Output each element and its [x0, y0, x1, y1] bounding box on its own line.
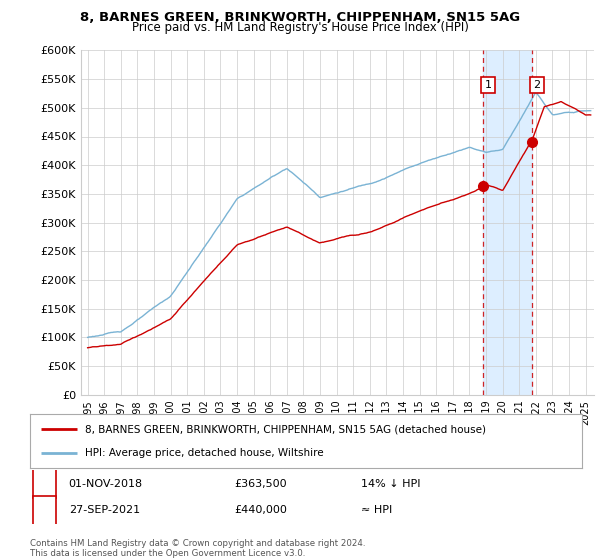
Text: £440,000: £440,000 [234, 505, 287, 515]
Text: 01-NOV-2018: 01-NOV-2018 [68, 479, 143, 489]
Text: 14% ↓ HPI: 14% ↓ HPI [361, 479, 421, 489]
Text: 2: 2 [533, 80, 540, 90]
Text: 1: 1 [485, 80, 492, 90]
FancyBboxPatch shape [33, 469, 56, 498]
Text: 27-SEP-2021: 27-SEP-2021 [68, 505, 140, 515]
Text: 8, BARNES GREEN, BRINKWORTH, CHIPPENHAM, SN15 5AG: 8, BARNES GREEN, BRINKWORTH, CHIPPENHAM,… [80, 11, 520, 24]
Bar [483, 50, 532, 395]
Text: £363,500: £363,500 [234, 479, 287, 489]
Text: Contains HM Land Registry data © Crown copyright and database right 2024.
This d: Contains HM Land Registry data © Crown c… [30, 539, 365, 558]
Text: Price paid vs. HM Land Registry's House Price Index (HPI): Price paid vs. HM Land Registry's House … [131, 21, 469, 34]
Text: 8, BARNES GREEN, BRINKWORTH, CHIPPENHAM, SN15 5AG (detached house): 8, BARNES GREEN, BRINKWORTH, CHIPPENHAM,… [85, 424, 486, 435]
Text: 2: 2 [41, 505, 48, 515]
Text: 1: 1 [41, 479, 48, 489]
FancyBboxPatch shape [33, 496, 56, 525]
Text: HPI: Average price, detached house, Wiltshire: HPI: Average price, detached house, Wilt… [85, 447, 324, 458]
Text: ≈ HPI: ≈ HPI [361, 505, 392, 515]
